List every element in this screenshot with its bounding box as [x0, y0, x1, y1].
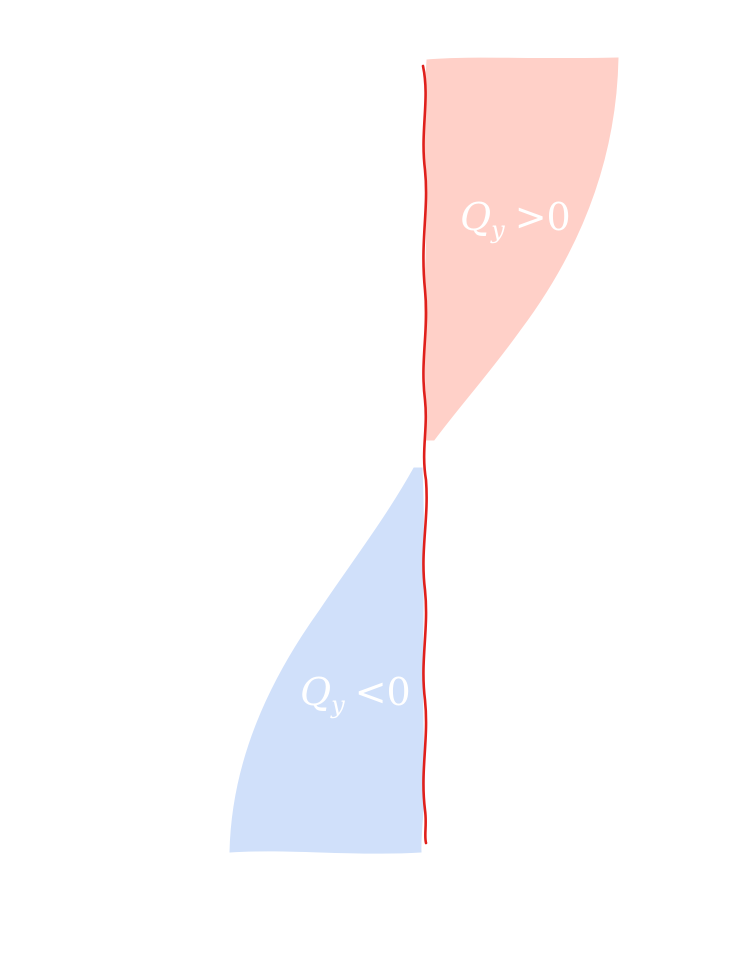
axis-line	[421, 64, 428, 845]
positive-region	[424, 57, 619, 441]
positive-region-label: Qy >0	[460, 195, 571, 244]
negative-region	[229, 467, 425, 854]
positive-label-rel: >0	[515, 195, 571, 239]
positive-label-var: Q	[460, 195, 491, 239]
negative-label-var: Q	[300, 670, 331, 714]
negative-label-rel: <0	[355, 670, 411, 714]
negative-label-sub: y	[330, 691, 345, 719]
positive-label-sub: y	[490, 216, 505, 244]
negative-region-label: Qy <0	[300, 670, 411, 719]
